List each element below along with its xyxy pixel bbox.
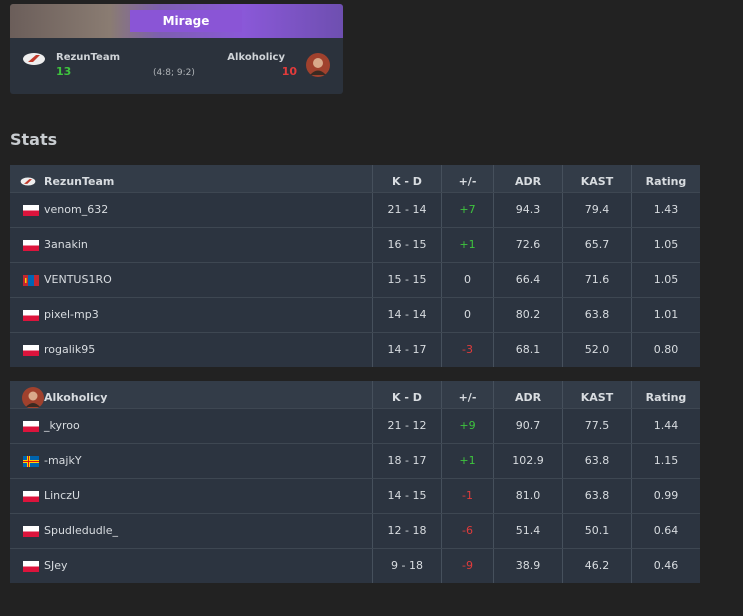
stat-cell: 77.5 (562, 409, 631, 443)
stat-cell: 80.2 (493, 298, 562, 332)
column-header: ADR (493, 165, 562, 199)
stat-cell: 1.43 (631, 193, 700, 227)
team-header: Alkoholicy (44, 391, 108, 404)
stat-cell: 71.6 (562, 263, 631, 297)
stat-cell: 1.05 (631, 228, 700, 262)
stat-cell: -9 (441, 549, 493, 583)
player-row: rogalik95 14 - 17 -3 68.1 52.0 0.80 (10, 332, 700, 367)
team-score: 10 (281, 65, 297, 78)
stat-cell: 1.15 (631, 444, 700, 478)
stat-cell: 63.8 (562, 444, 631, 478)
half-scores: (4:8; 9:2) (153, 68, 195, 78)
column-header: Rating (631, 165, 700, 199)
stat-cell: 68.1 (493, 333, 562, 367)
stat-cell: 94.3 (493, 193, 562, 227)
player-name: 3anakin (44, 238, 88, 251)
stat-cell: 52.0 (562, 333, 631, 367)
player-row: Spudledudle_ 12 - 18 -6 51.4 50.1 0.64 (10, 513, 700, 548)
stat-cell: 81.0 (493, 479, 562, 513)
stat-cell: 0.64 (631, 514, 700, 548)
player-row: SJey 9 - 18 -9 38.9 46.2 0.46 (10, 548, 700, 583)
stat-cell: 38.9 (493, 549, 562, 583)
stat-cell: -6 (441, 514, 493, 548)
column-header: +/- (441, 381, 493, 415)
stat-cell: +7 (441, 193, 493, 227)
stat-cell: 16 - 15 (372, 228, 441, 262)
stat-cell: 1.05 (631, 263, 700, 297)
stat-cell: -3 (441, 333, 493, 367)
player-row: LinczU 14 - 15 -1 81.0 63.8 0.99 (10, 478, 700, 513)
stat-cell: 18 - 17 (372, 444, 441, 478)
stat-cell: 102.9 (493, 444, 562, 478)
stat-cell: +1 (441, 228, 493, 262)
player-row: VENTUS1RO 15 - 15 0 66.4 71.6 1.05 (10, 262, 700, 297)
stat-cell: -1 (441, 479, 493, 513)
stat-cell: 46.2 (562, 549, 631, 583)
stat-cell: 0 (441, 263, 493, 297)
player-name: _kyroo (44, 419, 80, 432)
column-header: Rating (631, 381, 700, 415)
stat-cell: +9 (441, 409, 493, 443)
team-header: RezunTeam (44, 175, 115, 188)
team-score: 13 (56, 65, 72, 78)
team-name: RezunTeam (56, 52, 120, 63)
column-header: KAST (562, 381, 631, 415)
stat-cell: 14 - 14 (372, 298, 441, 332)
player-row: _kyroo 21 - 12 +9 90.7 77.5 1.44 (10, 408, 700, 443)
column-header: +/- (441, 165, 493, 199)
player-name: VENTUS1RO (44, 273, 112, 286)
map-name: Mirage (130, 10, 242, 32)
player-name: venom_632 (44, 203, 109, 216)
stat-cell: 21 - 12 (372, 409, 441, 443)
player-row: 3anakin 16 - 15 +1 72.6 65.7 1.05 (10, 227, 700, 262)
player-name: -majkY (44, 454, 82, 467)
stat-cell: 50.1 (562, 514, 631, 548)
player-name: pixel-mp3 (44, 308, 99, 321)
stat-cell: 51.4 (493, 514, 562, 548)
stat-cell: +1 (441, 444, 493, 478)
player-name: LinczU (44, 489, 81, 502)
column-header: K - D (372, 381, 441, 415)
stat-cell: 90.7 (493, 409, 562, 443)
section-title: Stats (10, 130, 58, 149)
stat-cell: 72.6 (493, 228, 562, 262)
stat-cell: 9 - 18 (372, 549, 441, 583)
stat-cell: 65.7 (562, 228, 631, 262)
map-card[interactable]: Mirage RezunTeam 13 (4:8; 9:2) Alkoholic… (10, 4, 343, 94)
stat-cell: 63.8 (562, 298, 631, 332)
team-logo (23, 53, 45, 65)
player-name: SJey (44, 559, 68, 572)
stat-cell: 0.99 (631, 479, 700, 513)
team-avatar (306, 53, 330, 77)
stat-cell: 1.01 (631, 298, 700, 332)
stat-cell: 14 - 15 (372, 479, 441, 513)
stat-cell: 66.4 (493, 263, 562, 297)
stat-cell: 0.80 (631, 333, 700, 367)
player-row: pixel-mp3 14 - 14 0 80.2 63.8 1.01 (10, 297, 700, 332)
stat-cell: 79.4 (562, 193, 631, 227)
stat-cell: 21 - 14 (372, 193, 441, 227)
column-header: K - D (372, 165, 441, 199)
player-row: -majkY 18 - 17 +1 102.9 63.8 1.15 (10, 443, 700, 478)
column-header: KAST (562, 165, 631, 199)
player-name: Spudledudle_ (44, 524, 119, 537)
stat-cell: 15 - 15 (372, 263, 441, 297)
stat-cell: 0 (441, 298, 493, 332)
stat-cell: 12 - 18 (372, 514, 441, 548)
team-name: Alkoholicy (227, 52, 285, 63)
stat-cell: 63.8 (562, 479, 631, 513)
stat-cell: 1.44 (631, 409, 700, 443)
player-row: venom_632 21 - 14 +7 94.3 79.4 1.43 (10, 192, 700, 227)
player-name: rogalik95 (44, 343, 96, 356)
stat-cell: 0.46 (631, 549, 700, 583)
column-header: ADR (493, 381, 562, 415)
stat-cell: 14 - 17 (372, 333, 441, 367)
